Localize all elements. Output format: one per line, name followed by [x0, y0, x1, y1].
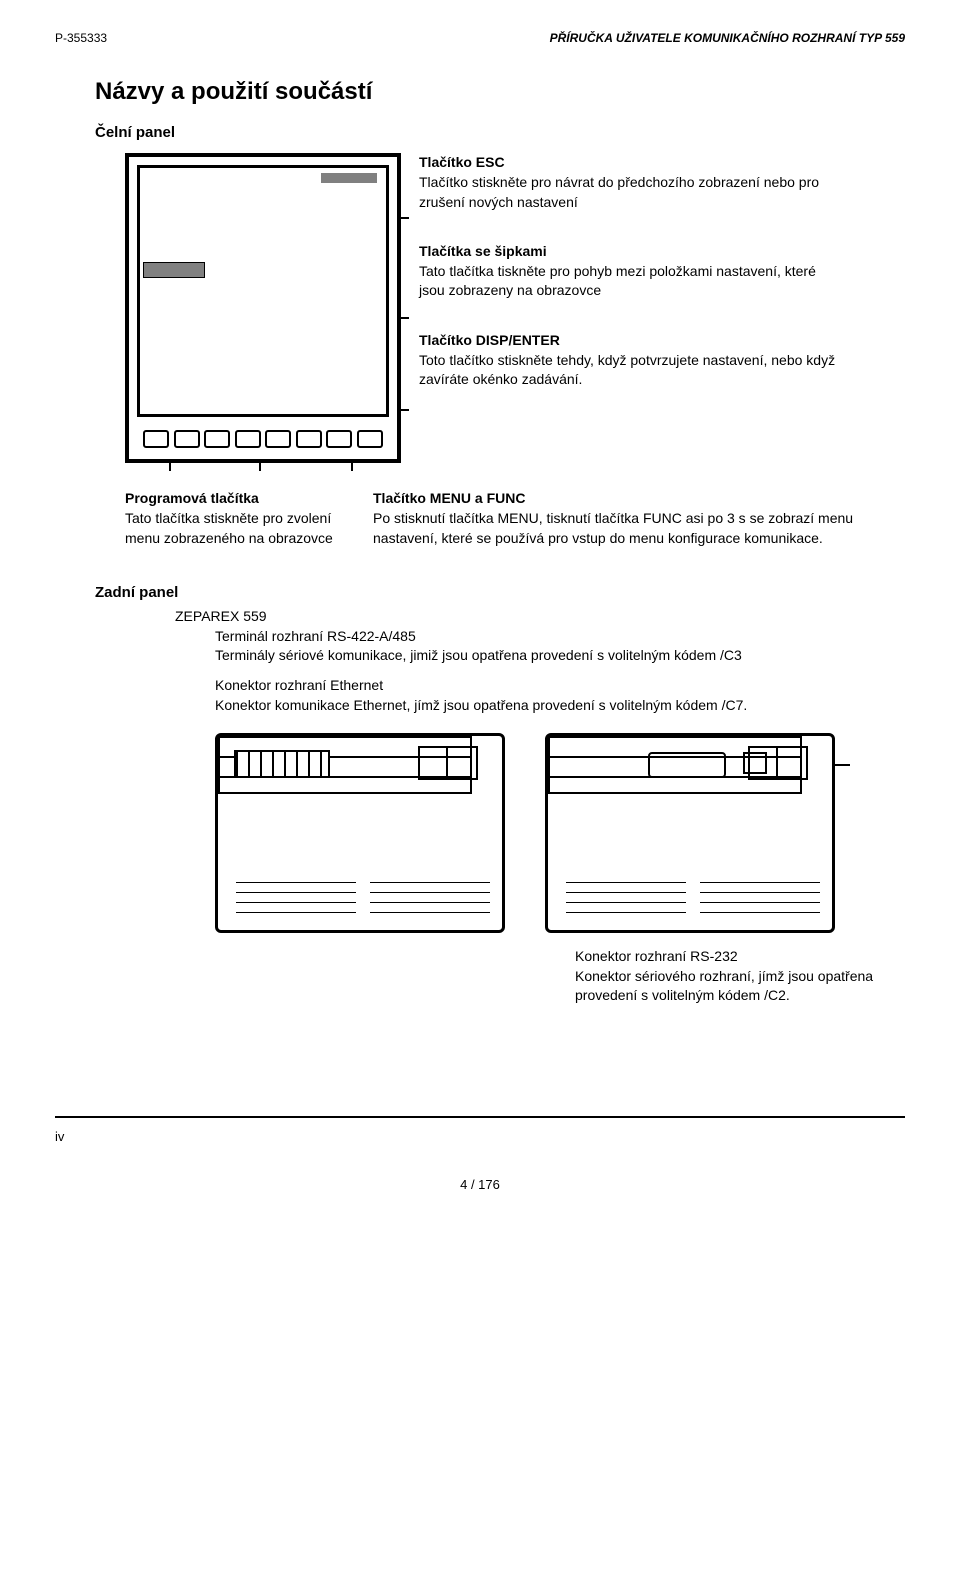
page-number: 4 / 176: [55, 1176, 905, 1194]
label-esc: Tlačítko ESC Tlačítko stiskněte pro návr…: [419, 153, 839, 212]
front-panel-figure: Tlačítko ESC Tlačítko stiskněte pro návr…: [125, 153, 905, 463]
front-button: [143, 430, 169, 448]
leader-line: [397, 217, 409, 219]
product-name: ZEPAREX 559: [175, 607, 905, 627]
leader-line: [397, 409, 409, 411]
eth-desc: Konektor komunikace Ethernet, jímž jsou …: [215, 697, 747, 713]
label-desc: Tato tlačítka stiskněte pro zvolení menu…: [125, 509, 335, 548]
front-button: [235, 430, 261, 448]
label-desc: Tlačítko stiskněte pro návrat do předcho…: [419, 173, 839, 212]
side-label-column: Tlačítko ESC Tlačítko stiskněte pro návr…: [419, 153, 839, 463]
page-title: Názvy a použití součástí: [95, 75, 905, 109]
ethernet-block: Konektor rozhraní Ethernet Konektor komu…: [215, 676, 855, 715]
leader-line: [351, 459, 353, 471]
rs422-title: Terminál rozhraní RS-422-A/485: [215, 628, 416, 644]
rear-panel-right-drawing: [545, 733, 835, 933]
label-menu-func: Tlačítko MENU a FUNC Po stisknutí tlačít…: [373, 489, 905, 548]
label-disp-enter: Tlačítko DISP/ENTER Toto tlačítko stiskn…: [419, 331, 839, 390]
terminal-pair: [748, 746, 808, 780]
footer-row: iv: [55, 1128, 905, 1146]
label-title: Tlačítko ESC: [419, 153, 839, 173]
footer-roman: iv: [55, 1128, 64, 1146]
rs422-block: Terminál rozhraní RS-422-A/485 Terminály…: [215, 627, 855, 666]
label-title: Tlačítko MENU a FUNC: [373, 489, 905, 509]
front-button: [204, 430, 230, 448]
header-code: P-355333: [55, 30, 107, 47]
footer-rule: [55, 1116, 905, 1118]
label-arrows: Tlačítka se šipkami Tato tlačítka tiskně…: [419, 242, 839, 301]
rear-panel-left-drawing: [215, 733, 505, 933]
label-title: Tlačítko DISP/ENTER: [419, 331, 839, 351]
front-button: [174, 430, 200, 448]
bottom-label-row: Programová tlačítka Tato tlačítka stiskn…: [125, 489, 905, 548]
front-button: [265, 430, 291, 448]
leader-line: [259, 459, 261, 471]
label-title: Programová tlačítka: [125, 489, 335, 509]
front-button-row: [137, 425, 389, 453]
lcd-blur: [143, 262, 205, 278]
leader-line: [169, 459, 171, 471]
label-desc: Tato tlačítka tiskněte pro pohyb mezi po…: [419, 262, 839, 301]
leader-line: [832, 764, 850, 766]
eth-title: Konektor rozhraní Ethernet: [215, 677, 383, 693]
label-program-buttons: Programová tlačítka Tato tlačítka stiskn…: [125, 489, 335, 548]
front-panel-heading: Čelní panel: [95, 122, 905, 143]
rs232-title: Konektor rozhraní RS-232: [575, 948, 738, 964]
device-front-drawing: [125, 153, 401, 463]
terminal-pair: [418, 746, 478, 780]
header-title: PŘÍRUČKA UŽIVATELE KOMUNIKAČNÍHO ROZHRAN…: [550, 30, 905, 47]
rear-panel-heading: Zadní panel: [95, 582, 905, 603]
label-title: Tlačítka se šipkami: [419, 242, 839, 262]
screen-bezel: [137, 165, 389, 417]
terminal-block: [234, 750, 330, 778]
page-header: P-355333 PŘÍRUČKA UŽIVATELE KOMUNIKAČNÍH…: [55, 30, 905, 47]
rs232-caption: Konektor rozhraní RS-232 Konektor sériov…: [575, 947, 875, 1006]
front-button: [296, 430, 322, 448]
front-button: [357, 430, 383, 448]
leader-line: [397, 317, 409, 319]
label-desc: Toto tlačítko stiskněte tehdy, když potv…: [419, 351, 839, 390]
rs232-desc: Konektor sériového rozhraní, jímž jsou o…: [575, 968, 873, 1004]
label-desc: Po stisknutí tlačítka MENU, tisknutí tla…: [373, 509, 905, 548]
rs422-desc: Terminály sériové komunikace, jimiž jsou…: [215, 647, 742, 663]
db9-connector: [648, 752, 726, 778]
front-button: [326, 430, 352, 448]
rear-panel-figures: [215, 733, 905, 933]
